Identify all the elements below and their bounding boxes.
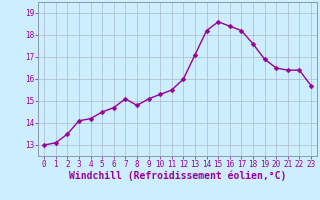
X-axis label: Windchill (Refroidissement éolien,°C): Windchill (Refroidissement éolien,°C): [69, 171, 286, 181]
